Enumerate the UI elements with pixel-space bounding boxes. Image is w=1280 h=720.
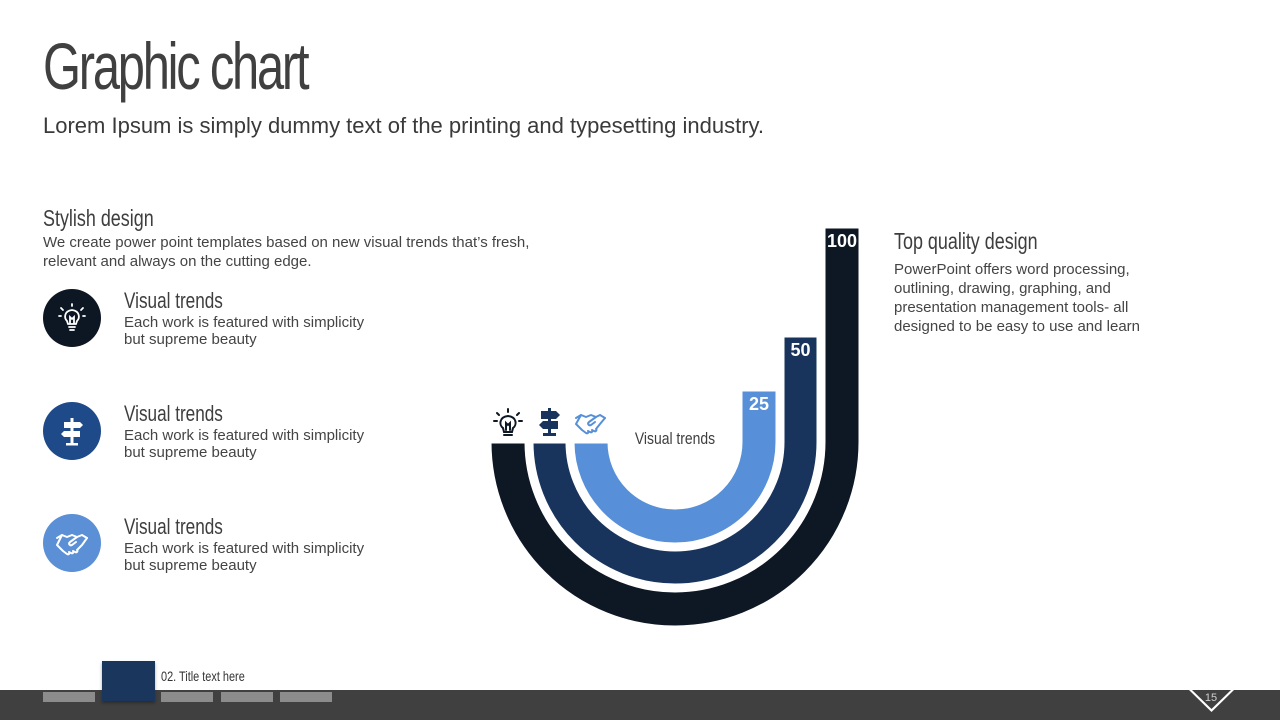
feature-lightbulb-circle (43, 289, 101, 347)
feature-text-1: Each work is featured with simplicity bu… (124, 314, 365, 348)
page-subtitle: Lorem Ipsum is simply dummy text of the … (43, 113, 765, 138)
arc-band-25 (571, 388, 779, 546)
arc-band-100 (488, 225, 862, 629)
arc-value-label: 50 (790, 340, 810, 360)
chart-center-label: Visual trends (635, 430, 715, 449)
footer-section-label: 02. Title text here (161, 668, 245, 684)
footer-tab-active[interactable] (102, 661, 155, 701)
arc-value-label: 100 (827, 231, 857, 251)
feature-text-3: Each work is featured with simplicity bu… (124, 540, 365, 574)
page-number-marker (1189, 690, 1234, 712)
arc-value-label: 25 (749, 394, 769, 414)
page-number: 15 (1204, 692, 1218, 704)
feature-handshake-circle (43, 514, 101, 572)
top-quality-text: PowerPoint offers word processing, outli… (894, 261, 1141, 335)
footer-tab[interactable] (280, 692, 332, 702)
top-quality-heading: Top quality design (894, 228, 1038, 254)
stylish-design-text: We create power point templates based on… (43, 234, 530, 270)
chart-signpost-icon (539, 408, 560, 436)
signpost-icon (61, 418, 83, 446)
footer-bar (0, 690, 1280, 720)
feature-heading-2: Visual trends (124, 401, 223, 426)
arc-band-50 (530, 334, 820, 587)
feature-heading-3: Visual trends (124, 514, 223, 539)
footer-tab[interactable] (221, 692, 273, 702)
stylish-design-heading: Stylish design (43, 205, 154, 231)
chart-handshake-icon (575, 414, 606, 435)
footer-tab[interactable] (43, 692, 95, 702)
feature-signpost-circle (43, 402, 101, 460)
lightbulb-icon (58, 303, 86, 331)
feature-heading-1: Visual trends (124, 288, 223, 313)
page-title: Graphic chart (43, 29, 310, 103)
chart-lightbulb-icon (493, 408, 523, 436)
footer-tab[interactable] (161, 692, 213, 702)
feature-text-2: Each work is featured with simplicity bu… (124, 427, 365, 461)
handshake-icon (56, 534, 88, 556)
